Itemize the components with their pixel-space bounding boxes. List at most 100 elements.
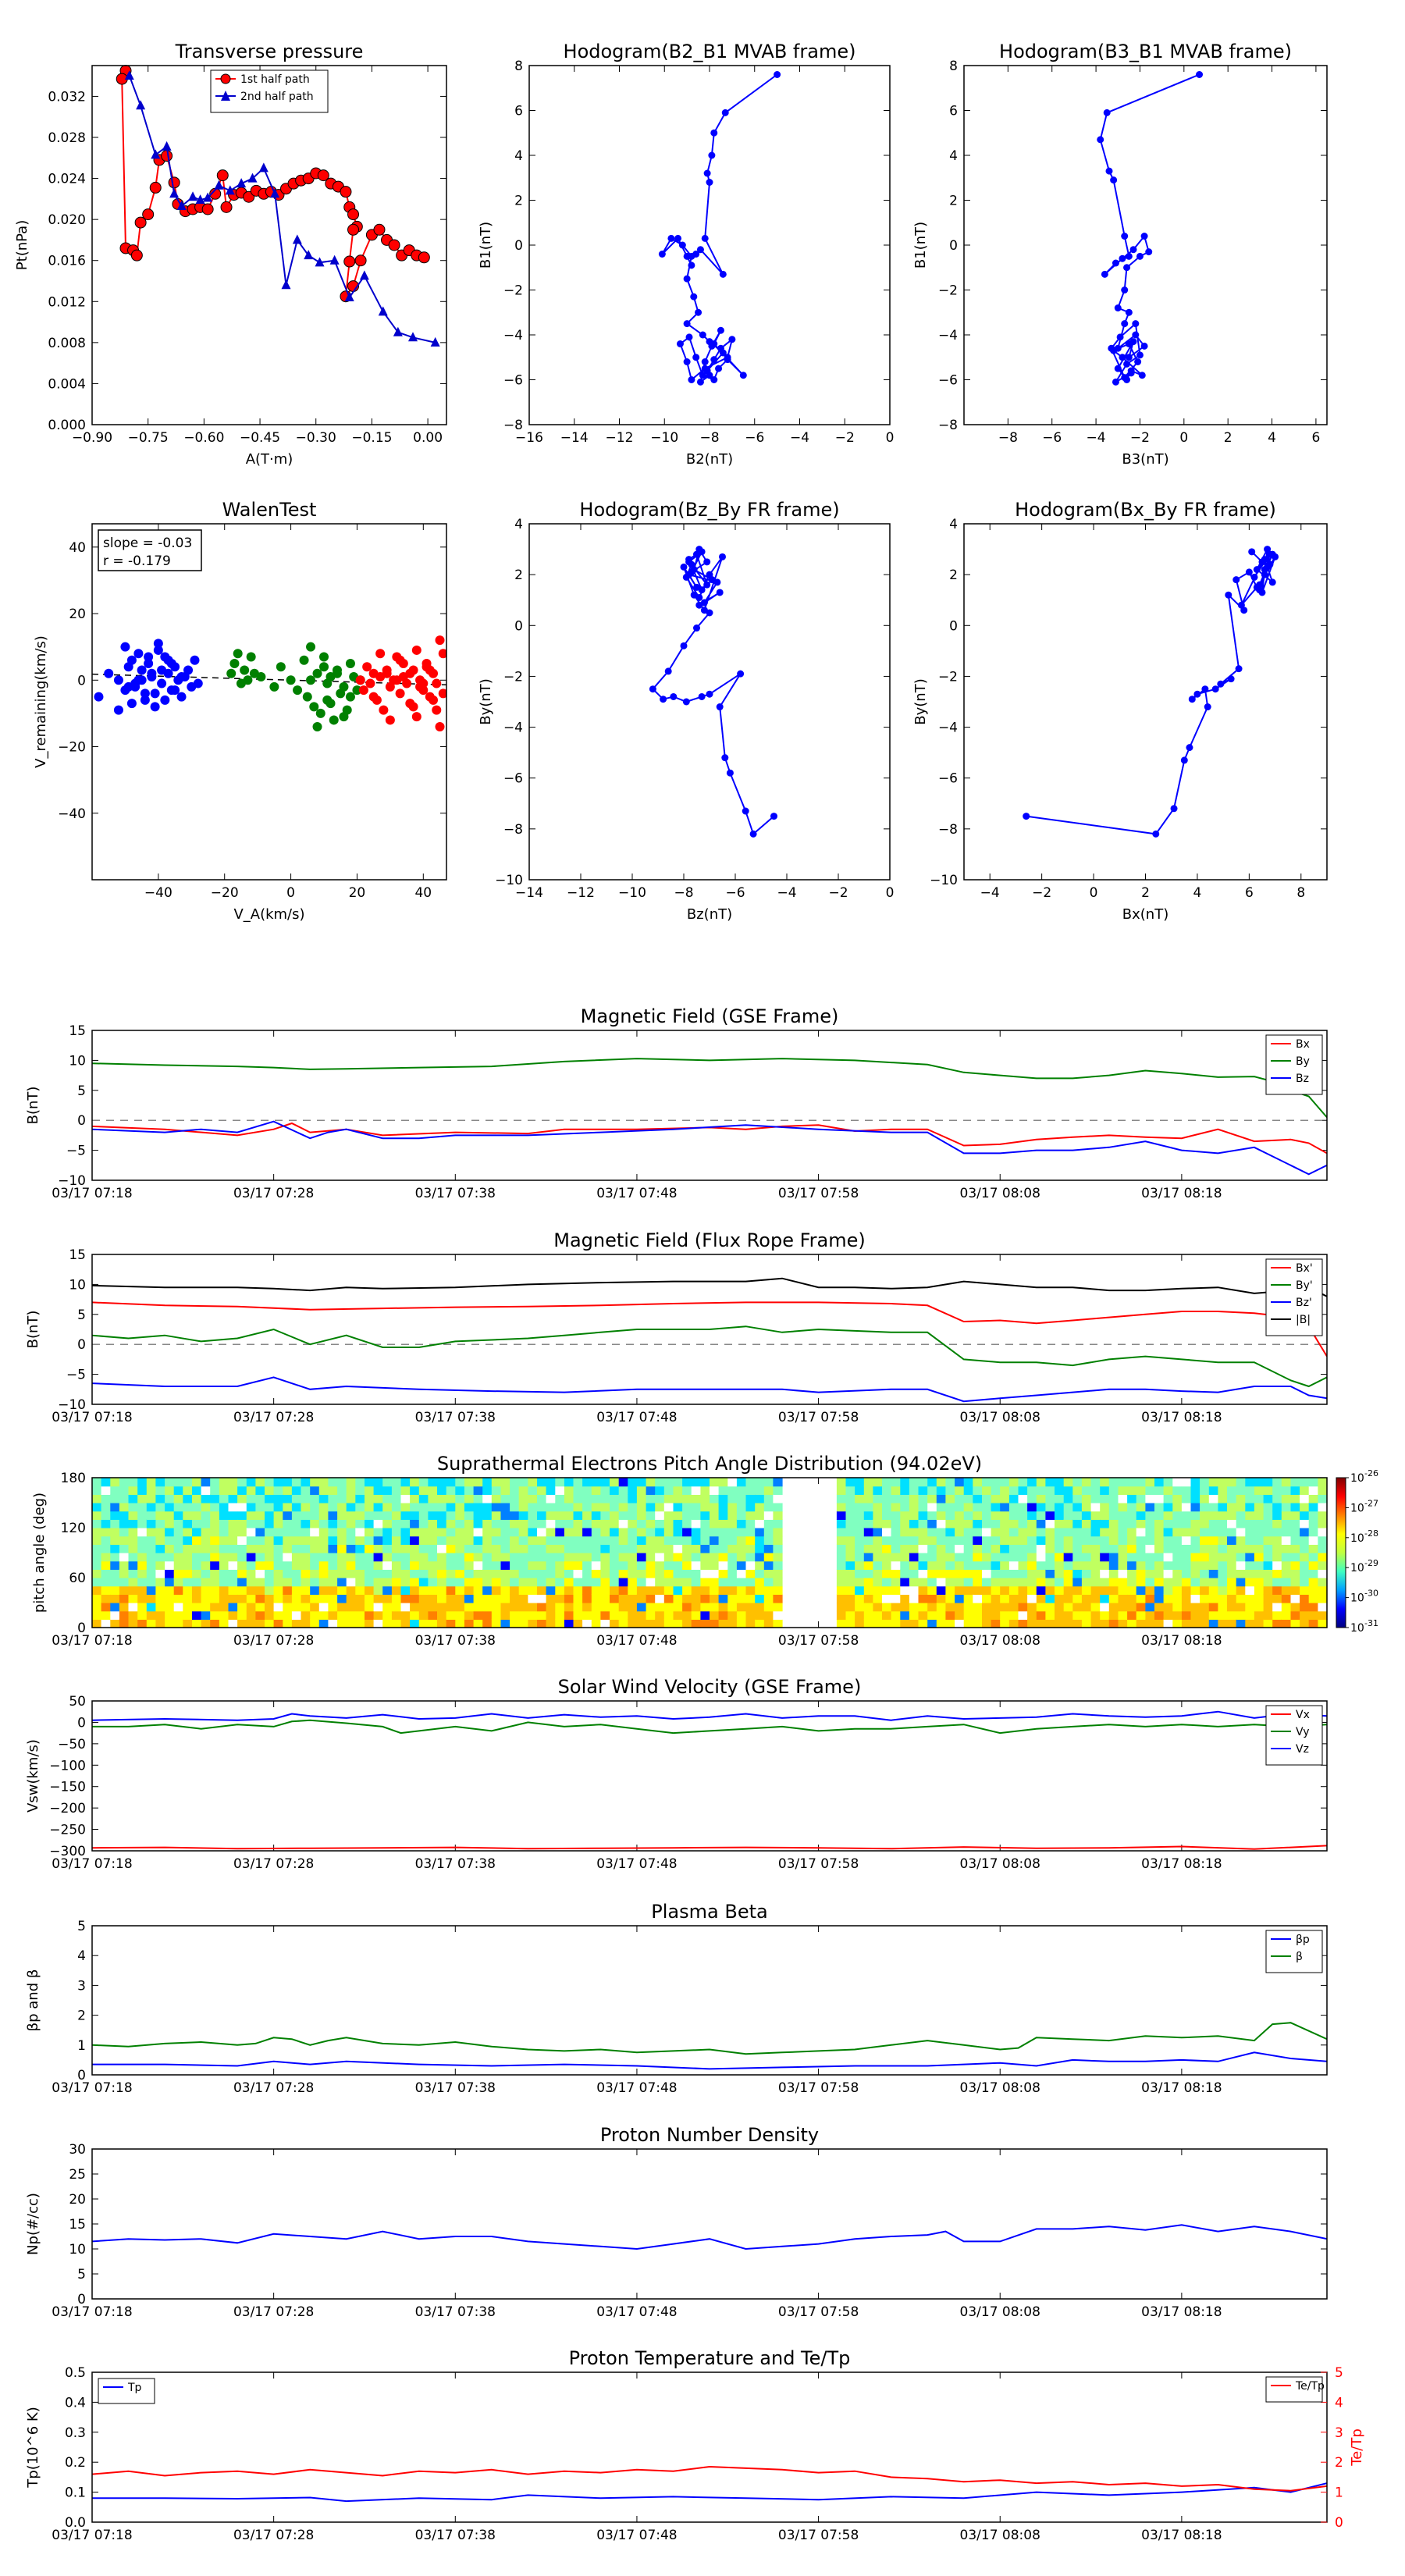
y-tick-label: 0.4 <box>65 2395 86 2411</box>
heatmap-cell <box>1063 1544 1073 1553</box>
heatmap-cell <box>255 1585 265 1595</box>
heatmap-cell <box>773 1560 783 1570</box>
heatmap-cell <box>955 1578 965 1587</box>
heatmap-cell <box>382 1594 393 1603</box>
heatmap-cell <box>446 1560 456 1570</box>
data-point <box>1125 252 1133 260</box>
heatmap-cell <box>1308 1578 1318 1587</box>
heatmap-cell <box>955 1510 965 1520</box>
heatmap-cell <box>1245 1560 1255 1570</box>
data-point <box>683 275 691 283</box>
heatmap-cell <box>1308 1610 1318 1620</box>
heatmap-cell <box>973 1478 983 1487</box>
heatmap-cell <box>991 1594 1001 1603</box>
x-tick-label: 20 <box>349 885 366 901</box>
heatmap-cell <box>92 1519 102 1528</box>
y-tick-label: −2 <box>503 669 523 685</box>
heatmap-cell <box>1263 1503 1273 1512</box>
x-tick-label: 0 <box>286 885 295 901</box>
heatmap-cell <box>882 1503 892 1512</box>
heatmap-cell <box>546 1569 556 1578</box>
heatmap-cell <box>1072 1485 1083 1495</box>
chart-title: Magnetic Field (GSE Frame) <box>581 1005 839 1027</box>
heatmap-cell <box>1227 1494 1237 1503</box>
heatmap-cell <box>682 1553 692 1562</box>
heatmap-cell <box>1236 1560 1246 1570</box>
heatmap-cell <box>1308 1585 1318 1595</box>
y2-tick-label: 2 <box>1335 2455 1343 2471</box>
heatmap-cell <box>246 1535 256 1545</box>
legend-label: By' <box>1296 1279 1313 1292</box>
heatmap-cell <box>428 1578 438 1587</box>
heatmap-cell <box>391 1610 402 1620</box>
heatmap-cell <box>927 1485 937 1495</box>
heatmap-cell <box>1045 1519 1055 1528</box>
heatmap-cell <box>255 1578 265 1587</box>
heatmap-cell <box>318 1510 329 1520</box>
heatmap-cell <box>682 1519 692 1528</box>
heatmap-cell <box>1008 1578 1019 1587</box>
heatmap-cell <box>310 1585 320 1595</box>
heatmap-cell <box>110 1610 120 1620</box>
heatmap-cell <box>1027 1528 1037 1537</box>
heatmap-cell <box>1036 1585 1046 1595</box>
heatmap-cell <box>1272 1535 1282 1545</box>
heatmap-cell <box>936 1569 946 1578</box>
heatmap-cell <box>464 1485 475 1495</box>
heatmap-cell <box>1000 1528 1010 1537</box>
heatmap-cell <box>1163 1478 1173 1487</box>
heatmap-cell <box>537 1560 547 1570</box>
heatmap-cell <box>555 1553 565 1562</box>
heatmap-cell <box>418 1585 429 1595</box>
heatmap-cell <box>836 1485 847 1495</box>
heatmap-cell <box>582 1569 592 1578</box>
heatmap-cell <box>1172 1535 1183 1545</box>
x-tick-label: 03/17 07:18 <box>52 2080 132 2096</box>
heatmap-cell <box>1318 1528 1328 1537</box>
heatmap-cell <box>1181 1578 1192 1587</box>
heatmap-cell <box>455 1485 465 1495</box>
heatmap-cell <box>1127 1594 1137 1603</box>
heatmap-cell <box>763 1610 774 1620</box>
heatmap-cell <box>727 1578 738 1587</box>
y-tick-label: 0 <box>77 1621 86 1636</box>
heatmap-cell <box>273 1535 283 1545</box>
heatmap-cell <box>310 1494 320 1503</box>
heatmap-cell <box>228 1578 238 1587</box>
heatmap-cell <box>518 1585 528 1595</box>
heatmap-cell <box>210 1494 220 1503</box>
heatmap-cell <box>882 1585 892 1595</box>
heatmap-cell <box>310 1594 320 1603</box>
heatmap-cell <box>137 1519 148 1528</box>
heatmap-cell <box>382 1578 393 1587</box>
heatmap-cell <box>482 1553 493 1562</box>
heatmap-cell <box>963 1603 973 1612</box>
heatmap-cell <box>1063 1619 1073 1628</box>
heatmap-cell <box>573 1519 583 1528</box>
heatmap-cell <box>718 1578 728 1587</box>
heatmap-cell <box>636 1594 647 1603</box>
y-axis-label: By(nT) <box>478 678 494 724</box>
data-point <box>226 668 237 678</box>
heatmap-cell <box>155 1610 165 1620</box>
heatmap-cell <box>337 1578 347 1587</box>
heatmap-cell <box>192 1510 202 1520</box>
heatmap-cell <box>155 1528 165 1537</box>
heatmap-cell <box>155 1594 165 1603</box>
heatmap-cell <box>1290 1603 1300 1612</box>
panel-ts3: Solar Wind Velocity (GSE Frame)03/17 07:… <box>25 1676 1328 1872</box>
data-point <box>368 692 379 702</box>
heatmap-cell <box>1308 1510 1318 1520</box>
data-point <box>701 365 709 372</box>
heatmap-cell <box>228 1610 238 1620</box>
heatmap-cell <box>500 1519 510 1528</box>
heatmap-cell <box>727 1503 738 1512</box>
heatmap-cell <box>1300 1544 1310 1553</box>
heatmap-cell <box>446 1528 456 1537</box>
series-line <box>92 1376 1327 1403</box>
heatmap-cell <box>365 1544 375 1553</box>
heatmap-cell <box>1227 1553 1237 1562</box>
heatmap-cell <box>1172 1485 1183 1495</box>
heatmap-cell <box>1027 1610 1037 1620</box>
